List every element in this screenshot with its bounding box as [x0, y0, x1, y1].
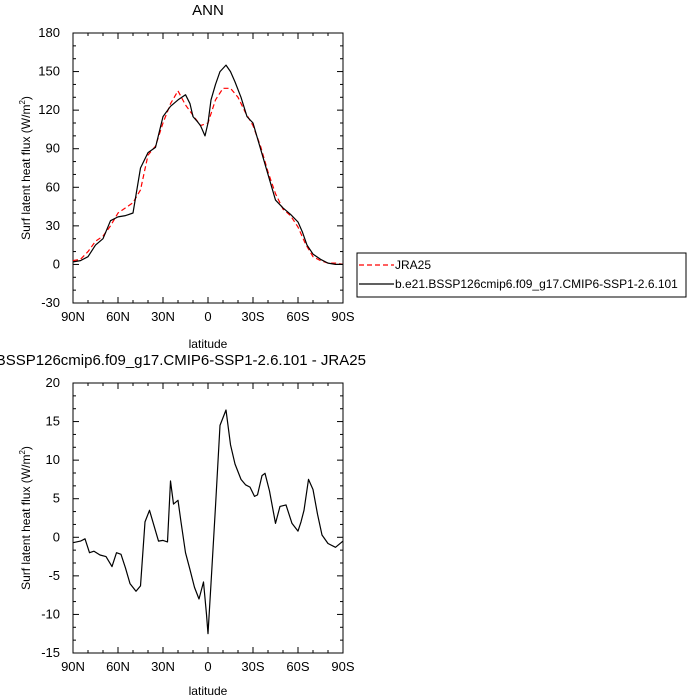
bottom-x-tick-label: 0 [204, 659, 211, 674]
top-chart-title: ANN [192, 2, 224, 19]
top-x-tick-label: 0 [204, 309, 211, 324]
bottom-y-axis-label: Surf latent heat flux (W/m2) [18, 446, 33, 590]
bottom-chart: b.e21.BSSP126cmip6.f09_g17.CMIP6-SSP1-2.… [0, 352, 366, 698]
bottom-y-axis-label-end: ) [19, 446, 33, 450]
bottom-x-axis-label: latitude [189, 684, 228, 698]
bottom-chart-title: b.e21.BSSP126cmip6.f09_g17.CMIP6-SSP1-2.… [0, 352, 366, 369]
bottom-x-tick-label: 30S [241, 659, 264, 674]
top-series-line-0 [72, 87, 344, 265]
bottom-y-tick-label: 5 [53, 491, 60, 506]
top-x-tick-label: 90N [61, 309, 85, 324]
legend-label-model: b.e21.BSSP126cmip6.f09_g17.CMIP6-SSP1-2.… [395, 277, 678, 291]
top-y-axis-label-end: ) [19, 96, 33, 100]
legend-label-jra25: JRA25 [395, 258, 431, 272]
top-y-axis-label-sup: 2 [18, 100, 27, 105]
top-y-tick-label: 30 [46, 218, 60, 233]
bottom-x-tick-label: 60S [286, 659, 309, 674]
bottom-chart-ticks: 90N 60N 30N 0 30S 60S 90S -15 -10 -5 0 5 10 15 20 [41, 375, 355, 674]
top-y-tick-label: 120 [38, 102, 60, 117]
top-chart-ticks: 90N 60N 30N 0 30S 60S 90S -30 0 30 60 90 120 150 180 [38, 25, 355, 324]
top-y-tick-label: -30 [41, 295, 60, 310]
top-y-tick-label: 0 [53, 256, 60, 271]
top-x-tick-label: 90S [331, 309, 354, 324]
top-x-tick-label: 60N [106, 309, 130, 324]
top-y-tick-label: 60 [46, 179, 60, 194]
bottom-y-axis-label-sup: 2 [18, 450, 27, 455]
bottom-x-tick-label: 90S [331, 659, 354, 674]
bottom-series-line-0 [72, 409, 344, 635]
legend-box [356, 252, 687, 298]
top-x-tick-label: 30S [241, 309, 264, 324]
top-y-axis-label-main: Surf latent heat flux (W/m [19, 105, 33, 240]
bottom-y-tick-label: -10 [41, 606, 60, 621]
bottom-x-tick-label: 90N [61, 659, 85, 674]
bottom-y-tick-label: 20 [46, 375, 60, 390]
legend: JRA25 b.e21.BSSP126cmip6.f09_g17.CMIP6-S… [356, 252, 687, 298]
top-y-tick-label: 90 [46, 141, 60, 156]
top-series-line-1 [72, 64, 343, 265]
top-x-axis-label: latitude [189, 337, 228, 351]
bottom-y-tick-label: -15 [41, 645, 60, 660]
bottom-y-tick-label: -5 [48, 568, 60, 583]
bottom-y-tick-label: 0 [53, 529, 60, 544]
top-y-axis-label: Surf latent heat flux (W/m2) [18, 96, 33, 240]
top-x-tick-label: 60S [286, 309, 309, 324]
top-plot-frame [72, 32, 344, 304]
bottom-chart-lines [72, 409, 344, 635]
bottom-y-axis-label-main: Surf latent heat flux (W/m [19, 455, 33, 590]
top-chart: ANN 90N 60N 30N 0 30S 60S 90S -30 0 30 60 90 120 150 1… [18, 2, 355, 351]
top-x-tick-label: 30N [151, 309, 175, 324]
top-chart-lines [72, 64, 344, 265]
top-y-tick-label: 150 [38, 64, 60, 79]
bottom-y-tick-label: 10 [46, 452, 60, 467]
bottom-x-tick-label: 30N [151, 659, 175, 674]
bottom-y-tick-label: 15 [46, 414, 60, 429]
bottom-x-tick-label: 60N [106, 659, 130, 674]
top-y-tick-label: 180 [38, 25, 60, 40]
